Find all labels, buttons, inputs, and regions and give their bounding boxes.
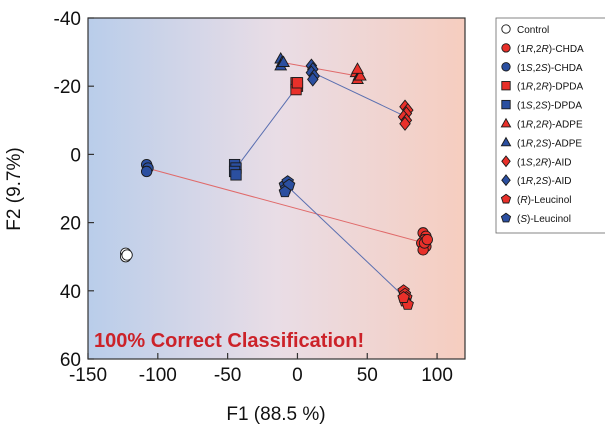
x-tick-label: 100 [421, 365, 453, 386]
classification-annotation: 100% Correct Classification! [94, 330, 364, 352]
legend-label-8: (1S,2R)-AID [517, 157, 572, 168]
legend-box [495, 17, 605, 234]
legend-marker-1 [501, 24, 511, 34]
legend-label-5: (1S,2S)-DPDA [517, 101, 582, 112]
legend-label-3: (1S,2S)-CHDA [517, 63, 583, 74]
connector-line-2 [285, 184, 406, 298]
legend: Control (1R,2R)-CHDA (1S,2S)-CHDA (1R,2R)-D… [495, 17, 605, 234]
y-tick-label: 60 [60, 350, 81, 371]
x-tick-label: 50 [357, 365, 378, 386]
data-point-6-5 [351, 62, 364, 74]
axis-ticks: -150 -100 -50 0 50 100 -40 -20 0 20 40 60 [54, 9, 453, 386]
legend-label-6: (1R,2R)-ADPE [517, 120, 583, 131]
data-markers [120, 51, 433, 310]
legend-label-1: Control [517, 25, 549, 36]
connector-line-5 [312, 72, 407, 118]
legend-marker-10 [500, 193, 512, 204]
y-tick-label: 40 [60, 282, 81, 303]
data-point-4-4 [291, 77, 304, 89]
legend-label-7: (1R,2S)-ADPE [517, 138, 582, 149]
y-tick-label: 0 [70, 145, 81, 166]
x-tick-label: -50 [214, 365, 241, 386]
x-tick-label: -150 [69, 365, 107, 386]
legend-marker-11 [500, 212, 512, 223]
x-axis-title: F1 (88.5 %) [226, 404, 325, 425]
data-point-8-6 [399, 116, 411, 131]
connector-line-1 [146, 167, 425, 244]
legend-marker-6 [500, 117, 512, 128]
x-tick-label: -100 [139, 365, 177, 386]
connector-line-3 [235, 85, 298, 169]
legend-marker-5 [501, 99, 511, 110]
data-point-10-6 [397, 291, 410, 303]
data-point-6-4 [353, 69, 367, 81]
y-tick-label: -20 [54, 77, 81, 98]
legend-marker-8 [501, 155, 511, 168]
legend-marker-9 [501, 174, 511, 187]
legend-label-10: (R)-Leucinol [517, 195, 572, 206]
data-point-9-5 [307, 72, 319, 87]
y-tick-label: 20 [60, 214, 81, 235]
connector-line-4 [281, 61, 358, 77]
data-point-7-4 [277, 55, 290, 67]
legend-marker-3 [501, 62, 511, 72]
data-point-3-3 [140, 165, 153, 178]
legend-label-2: (1R,2R)-CHDA [517, 44, 584, 55]
data-point-2-8 [421, 233, 433, 246]
legend-marker-2 [501, 43, 511, 53]
data-point-1-3 [121, 249, 133, 261]
legend-label-4: (1R,2R)-DPDA [517, 82, 583, 93]
legend-label-11: (S)-Leucinol [517, 214, 571, 225]
x-tick-label: 0 [292, 365, 303, 386]
y-axis-title: F2 (9.7%) [4, 147, 25, 230]
connector-lines [146, 61, 425, 298]
legend-marker-7 [500, 136, 512, 147]
legend-label-9: (1R,2S)-AID [517, 176, 572, 187]
legend-marker-4 [501, 81, 511, 91]
y-tick-label: -40 [54, 9, 81, 30]
data-point-11-5 [278, 185, 292, 198]
data-point-5-4 [230, 169, 242, 181]
